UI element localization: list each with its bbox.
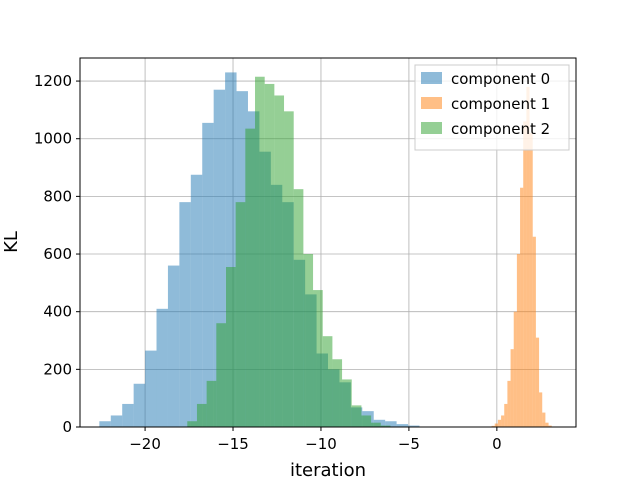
histogram-bar: [190, 174, 203, 427]
histogram-bar: [156, 308, 168, 427]
histogram-bar: [235, 202, 246, 427]
histogram-bar: [274, 95, 285, 427]
histogram-bar: [284, 111, 294, 427]
series-2-bars: [187, 76, 391, 427]
histogram-bar: [216, 323, 226, 427]
histogram-bar: [523, 121, 527, 427]
y-axis-ticks: 0 200 400 600 800 1000 1200: [34, 72, 80, 436]
legend: component 0 component 1 component 2: [414, 64, 570, 151]
legend-entry: component 0: [451, 70, 550, 88]
histogram-bar: [494, 423, 498, 427]
histogram-bar: [396, 424, 409, 427]
histogram-bars: [99, 72, 552, 427]
histogram-bar: [179, 202, 191, 427]
y-tick-label: 600: [43, 245, 72, 263]
histogram-bar: [491, 425, 495, 427]
histogram-bar: [225, 72, 237, 427]
histogram-bar: [133, 383, 146, 427]
legend-entry: component 1: [451, 95, 550, 113]
histogram-bar: [501, 415, 505, 427]
histogram-bar: [380, 425, 391, 427]
histogram-bar: [532, 236, 536, 427]
histogram-bar: [371, 422, 381, 427]
x-tick-label: −5: [398, 435, 420, 453]
histogram-bar: [497, 419, 502, 427]
histogram-bar: [542, 412, 546, 427]
histogram-bar: [526, 86, 530, 427]
histogram-bar: [99, 421, 111, 427]
series-1-bars: [491, 86, 552, 427]
histogram-bar: [245, 128, 256, 427]
histogram-bar: [385, 421, 397, 427]
legend-swatch: [421, 122, 442, 134]
legend-swatch: [421, 72, 442, 84]
x-tick-label: −20: [129, 435, 161, 453]
x-tick-label: −15: [217, 435, 249, 453]
x-tick-label: −10: [305, 435, 337, 453]
histogram-bar: [213, 89, 226, 427]
y-tick-label: 1200: [34, 72, 72, 90]
histogram-bar: [122, 403, 134, 427]
histogram-bar: [535, 337, 540, 427]
histogram-bar: [545, 422, 549, 427]
histogram-bar: [110, 415, 123, 427]
histogram-bar: [196, 403, 207, 427]
x-axis-ticks: −20 −15 −10 −5 0: [129, 427, 502, 453]
histogram-bar: [408, 425, 420, 427]
legend-swatch: [421, 97, 442, 109]
x-axis-label: iteration: [290, 460, 366, 480]
histogram-bar: [187, 421, 197, 427]
histogram-bar: [202, 122, 214, 427]
histogram-bar: [361, 415, 372, 427]
histogram-bar: [255, 76, 265, 427]
histogram-bar: [225, 267, 236, 427]
histogram-bar: [507, 380, 511, 427]
histogram-bar: [167, 265, 180, 427]
histogram-bar: [529, 132, 533, 427]
histogram-bar: [264, 83, 275, 427]
histogram-bar: [351, 405, 362, 427]
histogram-bar: [504, 403, 508, 427]
histogram-bar: [516, 254, 521, 427]
histogram-bar: [510, 349, 514, 427]
histogram-bar: [342, 379, 352, 427]
histogram-bar: [548, 425, 552, 427]
histogram-bar: [206, 380, 217, 427]
histogram-bar: [145, 350, 157, 427]
histogram-bar: [520, 187, 524, 427]
x-tick-label: 0: [492, 435, 502, 453]
plot-frame: [79, 57, 577, 428]
y-tick-label: 0: [62, 418, 72, 436]
histogram-bar: [313, 290, 323, 427]
histogram-bar: [293, 189, 304, 427]
y-axis-label: KL: [1, 231, 22, 253]
y-tick-label: 800: [43, 187, 72, 205]
histogram-bar: [332, 359, 343, 427]
histogram-bar: [513, 311, 517, 427]
y-tick-label: 1000: [34, 130, 72, 148]
histogram-bar: [539, 392, 543, 427]
legend-entry: component 2: [451, 120, 550, 138]
y-tick-label: 400: [43, 303, 72, 321]
histogram-bar: [322, 336, 333, 427]
y-tick-label: 200: [43, 360, 72, 378]
histogram-bar: [303, 254, 314, 427]
